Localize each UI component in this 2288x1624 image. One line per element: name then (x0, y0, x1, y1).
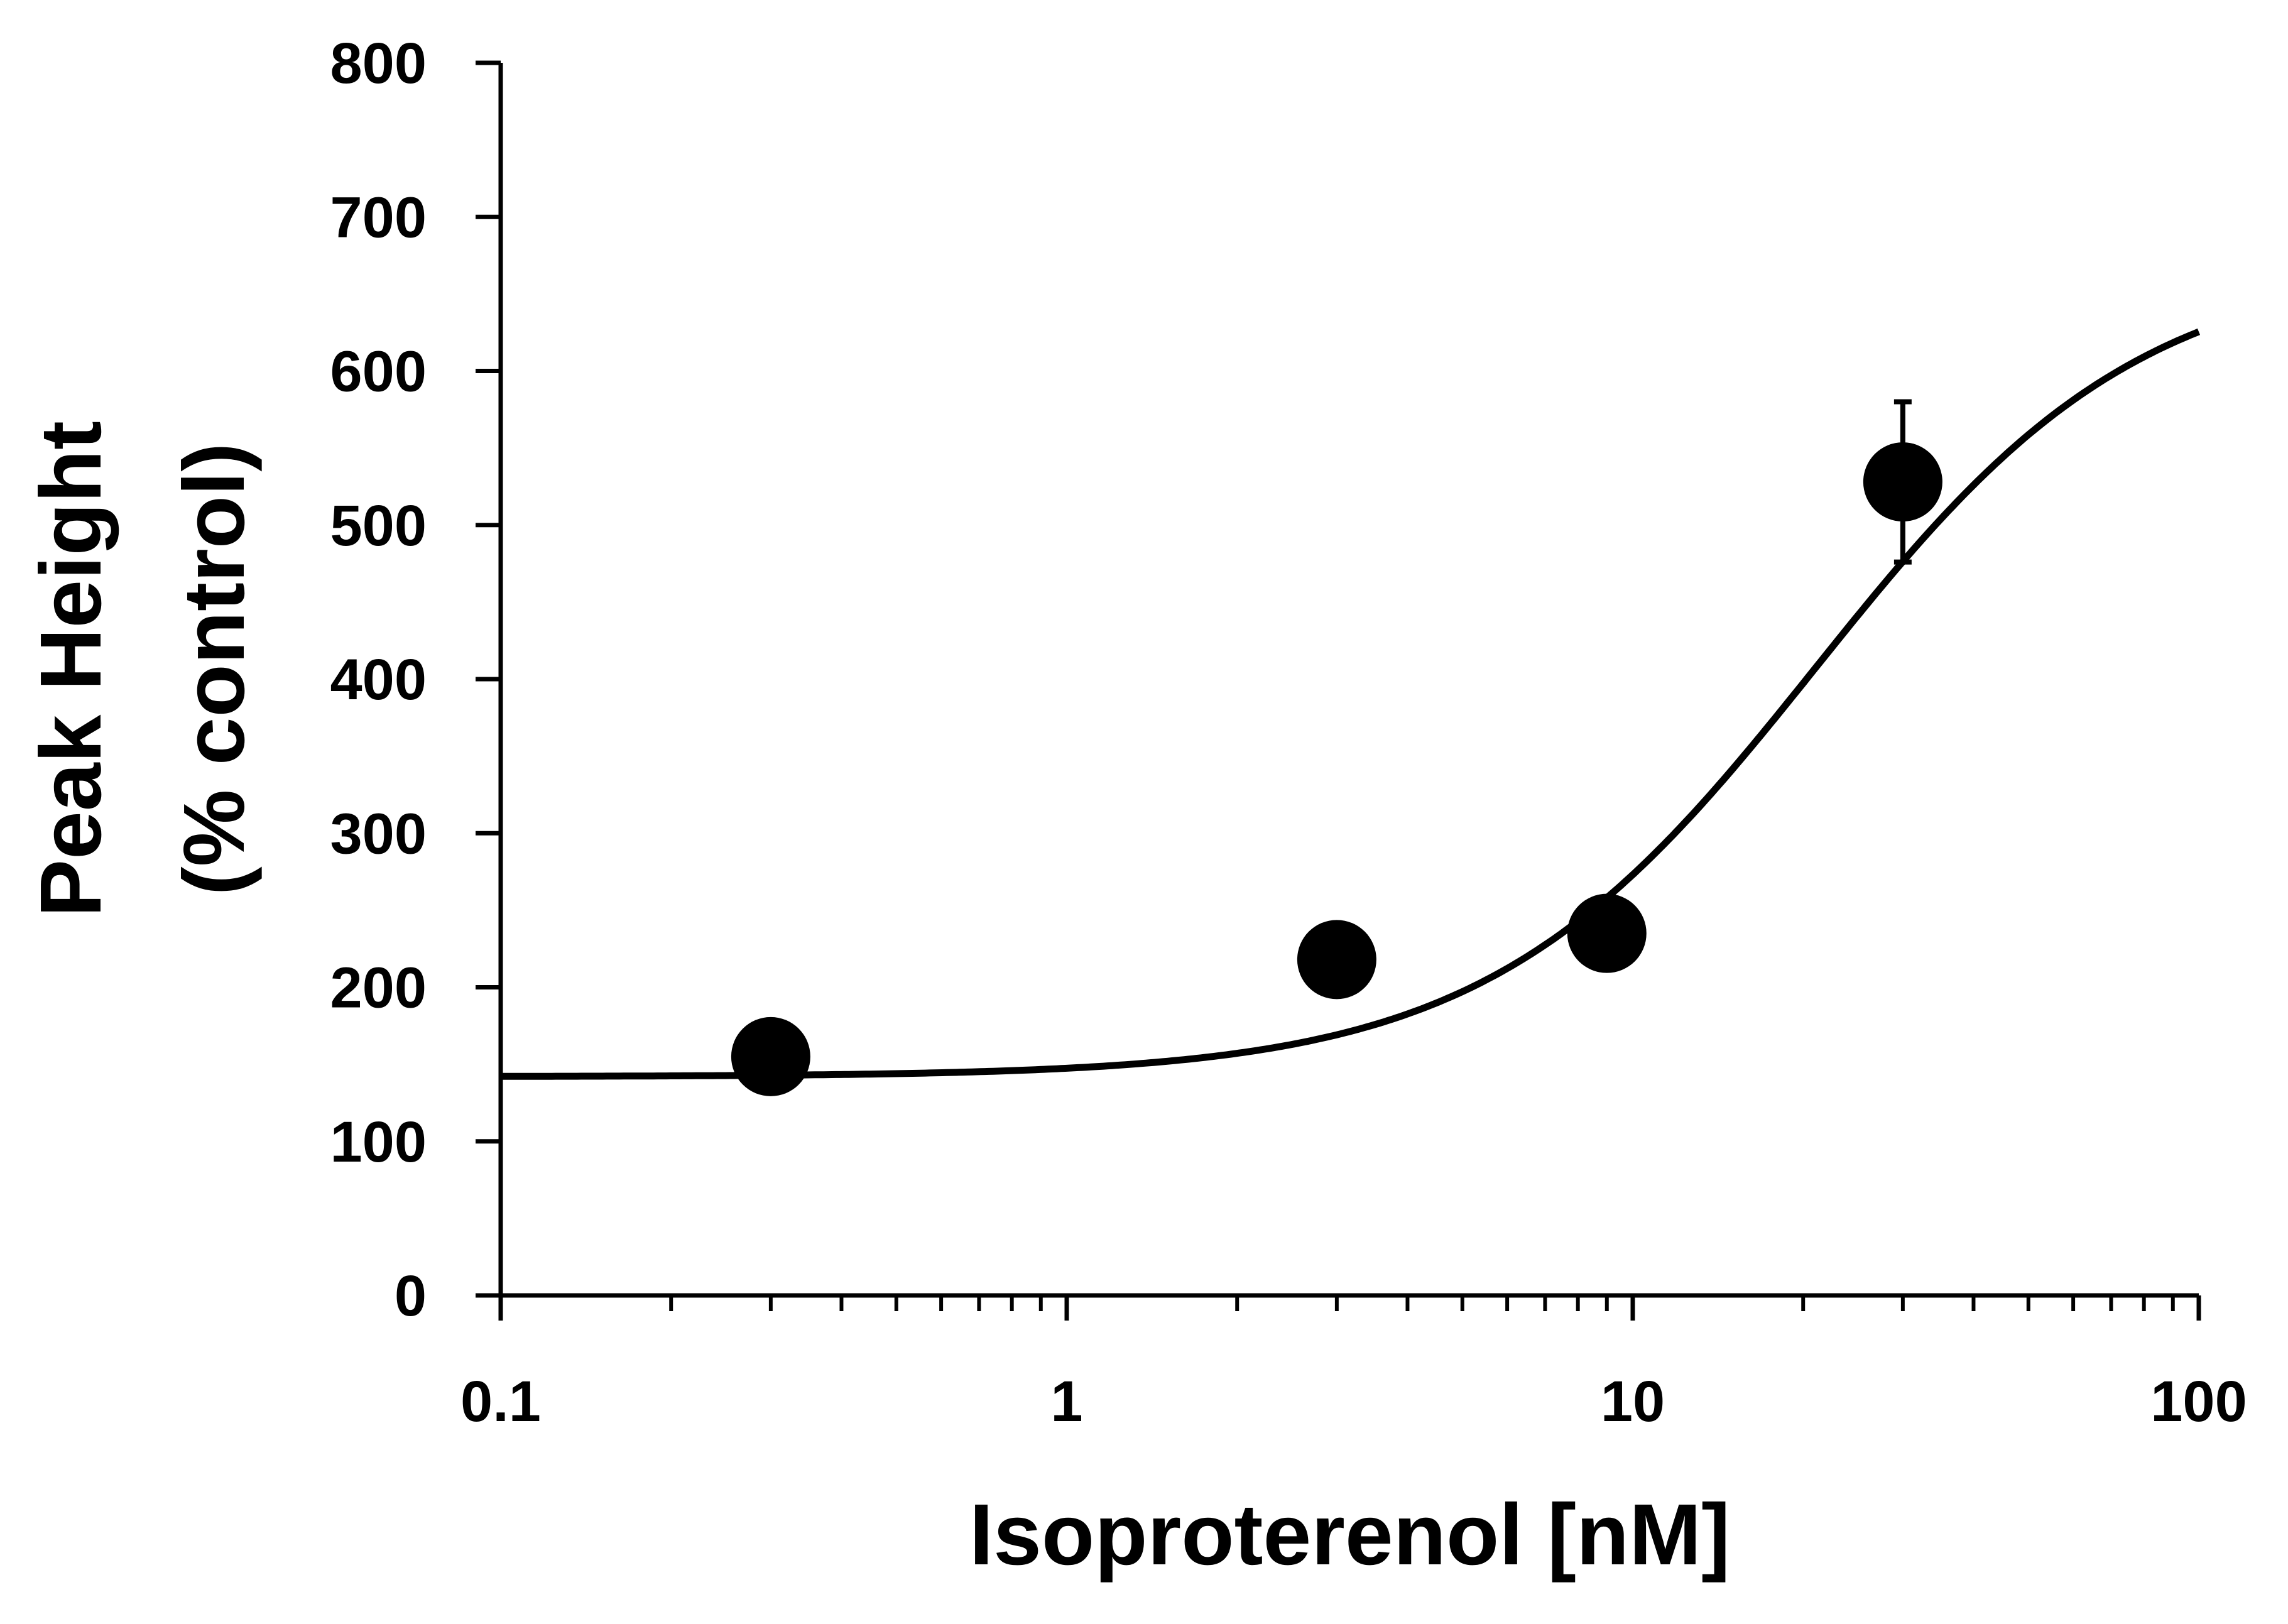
y-tick-label: 500 (330, 494, 427, 558)
y-axis-title: Peak Height (% control) (23, 421, 263, 917)
data-point (1297, 920, 1376, 1000)
data-points-layer (731, 399, 1942, 1096)
x-tick-label: 100 (2150, 1370, 2247, 1434)
x-tick-label: 1 (1050, 1370, 1082, 1434)
y-tick-label: 200 (330, 956, 427, 1020)
ticks: 0 100 200 300 400 500 600 700 800 0.1 1 10 100 (330, 31, 2247, 1434)
data-point (1567, 893, 1647, 973)
data-point (731, 1016, 810, 1096)
y-tick-label: 300 (330, 802, 427, 866)
y-axis-title-line-2: (% control) (166, 443, 263, 896)
x-tick-label: 10 (1601, 1370, 1665, 1434)
data-point (1863, 442, 1942, 522)
y-tick-label: 0 (395, 1264, 427, 1328)
axes (498, 63, 2199, 1298)
y-tick-label: 400 (330, 648, 427, 712)
x-tick-label: 0.1 (460, 1370, 541, 1434)
y-tick-label: 700 (330, 185, 427, 249)
y-tick-label: 600 (330, 340, 427, 404)
x-axis-title: Isoproterenol [nM] (969, 1486, 1730, 1583)
y-tick-label: 100 (330, 1110, 427, 1174)
y-tick-label: 800 (330, 31, 427, 95)
y-axis-title-line-1: Peak Height (23, 421, 119, 917)
